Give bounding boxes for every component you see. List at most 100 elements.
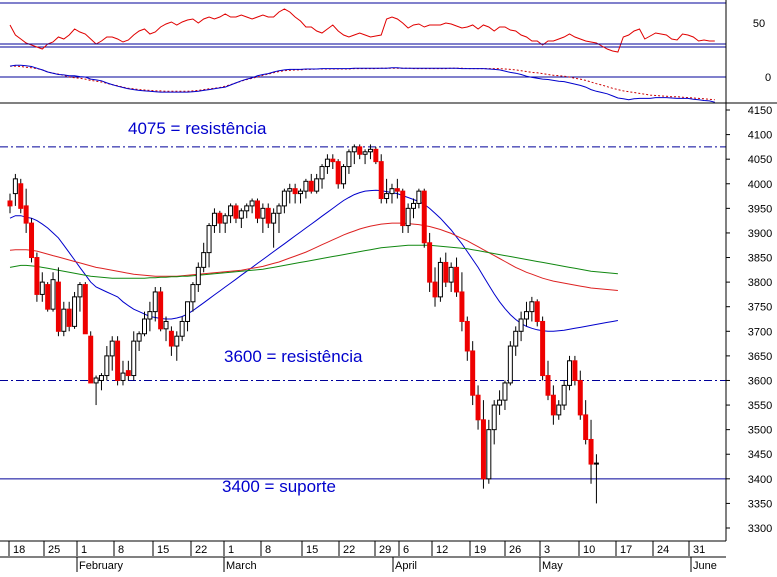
candle-body bbox=[217, 212, 223, 224]
x-day-label: 31 bbox=[693, 544, 705, 556]
candle-body bbox=[211, 212, 217, 227]
candle-body bbox=[523, 311, 529, 320]
candle-body bbox=[195, 266, 201, 286]
candle-body bbox=[421, 190, 427, 244]
candle-body bbox=[77, 284, 83, 298]
candle-body bbox=[335, 161, 341, 185]
candle-body bbox=[577, 379, 583, 416]
x-day-label: 12 bbox=[436, 544, 448, 556]
x-day-label: 19 bbox=[474, 544, 486, 556]
candle-body bbox=[507, 345, 513, 384]
price-ytick-label: 3550 bbox=[748, 400, 772, 412]
price-ytick-label: 3650 bbox=[748, 351, 772, 363]
candle-body bbox=[367, 148, 373, 153]
candle-body bbox=[254, 200, 260, 219]
x-month-label: June bbox=[693, 560, 717, 572]
candle-body bbox=[292, 188, 298, 195]
x-day-label: 1 bbox=[228, 544, 234, 556]
candle-body bbox=[319, 166, 325, 180]
price-ytick-label: 3850 bbox=[748, 253, 772, 265]
candle-body bbox=[131, 340, 137, 377]
candle-body bbox=[98, 375, 104, 381]
price-ytick-label: 4100 bbox=[748, 130, 772, 142]
candle-body bbox=[298, 190, 304, 195]
candle-body bbox=[228, 205, 234, 217]
candle-body bbox=[201, 252, 207, 268]
level-annotation: 4075 = resistência bbox=[128, 119, 267, 138]
candle-body bbox=[287, 188, 293, 192]
candle-body bbox=[104, 355, 110, 377]
candle-body bbox=[411, 202, 416, 209]
candle-body bbox=[82, 284, 88, 335]
candle-body bbox=[351, 146, 357, 153]
candle-body bbox=[12, 178, 18, 195]
price-ytick-label: 3750 bbox=[748, 302, 772, 314]
candle-body bbox=[437, 261, 443, 298]
candle-body bbox=[260, 207, 266, 219]
x-month-label: April bbox=[395, 560, 417, 572]
candle-body bbox=[480, 419, 486, 480]
candle-body bbox=[115, 340, 121, 381]
candle-body bbox=[556, 404, 562, 416]
candle-body bbox=[109, 340, 115, 357]
candle-body bbox=[142, 318, 147, 335]
price-ytick-label: 3800 bbox=[748, 277, 772, 289]
price-ytick-label: 3300 bbox=[748, 523, 772, 535]
x-day-label: 8 bbox=[118, 544, 124, 556]
candle-body bbox=[158, 291, 164, 330]
candle-body bbox=[303, 180, 309, 192]
x-day-label: 6 bbox=[403, 544, 409, 556]
candle-body bbox=[448, 266, 454, 283]
price-ytick-label: 3500 bbox=[748, 425, 772, 437]
candle-body bbox=[281, 190, 287, 207]
x-day-label: 1 bbox=[81, 544, 87, 556]
price-ytick-label: 4050 bbox=[748, 154, 772, 166]
candle-body bbox=[394, 188, 400, 192]
candle-body bbox=[206, 225, 212, 254]
candle-body bbox=[34, 257, 40, 295]
candle-body bbox=[308, 180, 314, 192]
candle-body bbox=[136, 333, 142, 342]
candle-body bbox=[545, 375, 551, 396]
price-ytick-label: 3350 bbox=[748, 498, 772, 510]
x-month-label: May bbox=[542, 560, 563, 572]
candle-body bbox=[529, 301, 535, 313]
candle-body bbox=[470, 350, 476, 396]
candle-body bbox=[50, 279, 56, 310]
candle-body bbox=[185, 301, 191, 322]
candle-body bbox=[125, 370, 131, 377]
candle-body bbox=[486, 429, 492, 480]
x-day-label: 25 bbox=[48, 544, 60, 556]
candle-body bbox=[276, 205, 282, 214]
x-month-label: March bbox=[226, 560, 257, 572]
x-day-label: 26 bbox=[509, 544, 521, 556]
candle-body bbox=[588, 438, 594, 465]
candle-body bbox=[475, 394, 481, 421]
candle-body bbox=[550, 394, 556, 416]
candle-body bbox=[66, 308, 72, 327]
candle-body bbox=[147, 311, 153, 320]
macd-series-line bbox=[9, 64, 715, 103]
candle-body bbox=[443, 261, 449, 283]
candle-body bbox=[427, 242, 433, 283]
candle-body bbox=[93, 377, 99, 384]
ma-long-line bbox=[9, 244, 618, 279]
candle-body bbox=[314, 178, 320, 192]
price-ytick-label: 3900 bbox=[748, 228, 772, 240]
x-day-label: 15 bbox=[157, 544, 169, 556]
candle-body bbox=[271, 212, 277, 224]
candle-body bbox=[23, 205, 29, 224]
macd-panel: 0 bbox=[0, 64, 771, 103]
candle-body bbox=[459, 291, 465, 322]
candle-body bbox=[593, 462, 599, 465]
ma-mid-line bbox=[9, 222, 618, 291]
candle-body bbox=[330, 158, 336, 163]
candle-body bbox=[39, 281, 45, 295]
candle-body bbox=[561, 384, 567, 406]
candle-body bbox=[572, 360, 578, 381]
price-ytick-label: 4150 bbox=[748, 105, 772, 117]
candle-body bbox=[341, 166, 347, 185]
candle-body bbox=[179, 320, 185, 337]
